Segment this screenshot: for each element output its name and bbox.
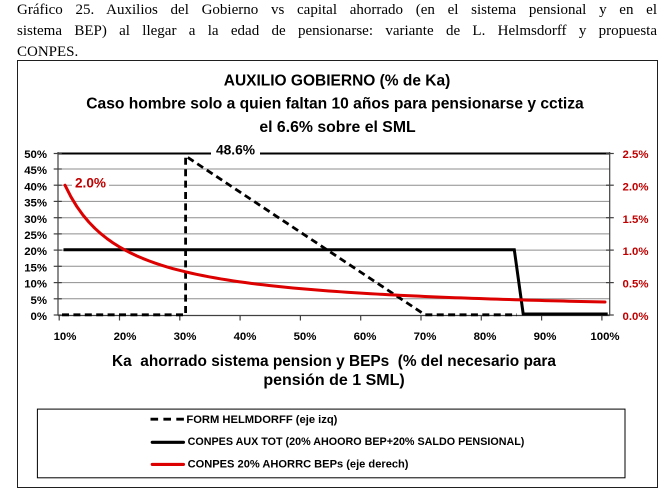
svg-text:10%: 10%	[54, 331, 77, 343]
svg-text:20%: 20%	[114, 331, 137, 343]
svg-text:5%: 5%	[31, 295, 47, 307]
svg-text:2.0%: 2.0%	[75, 176, 106, 191]
svg-text:2.5%: 2.5%	[623, 149, 649, 161]
svg-text:15%: 15%	[24, 262, 47, 274]
svg-text:FORM HELMDORFF (eje izq): FORM HELMDORFF (eje izq)	[186, 414, 337, 426]
svg-text:70%: 70%	[414, 331, 437, 343]
svg-text:40%: 40%	[234, 331, 257, 343]
svg-text:30%: 30%	[24, 214, 47, 226]
svg-text:1.0%: 1.0%	[623, 246, 649, 258]
svg-text:el 6.6% sobre el SML: el 6.6% sobre el SML	[259, 119, 416, 136]
svg-text:25%: 25%	[24, 230, 47, 242]
svg-text:30%: 30%	[174, 331, 197, 343]
svg-text:0.5%: 0.5%	[623, 279, 649, 291]
svg-text:40%: 40%	[24, 181, 47, 193]
svg-text:50%: 50%	[294, 331, 317, 343]
svg-text:0.0%: 0.0%	[623, 311, 649, 323]
svg-text:100%: 100%	[590, 331, 619, 343]
svg-text:AUXILIO GOBIERNO (% de Ka): AUXILIO GOBIERNO (% de Ka)	[224, 72, 451, 89]
svg-text:48.6%: 48.6%	[216, 143, 255, 158]
svg-text:60%: 60%	[354, 331, 377, 343]
svg-text:1.5%: 1.5%	[623, 214, 649, 226]
svg-text:50%: 50%	[24, 149, 47, 161]
svg-text:80%: 80%	[474, 331, 497, 343]
svg-text:CONPES 20% AHORRC BEPs (eje de: CONPES 20% AHORRC BEPs (eje derech)	[188, 458, 409, 470]
svg-text:2.0%: 2.0%	[623, 181, 649, 193]
svg-text:20%: 20%	[24, 246, 47, 258]
svg-text:90%: 90%	[534, 331, 557, 343]
svg-text:Caso hombre solo a quien falta: Caso hombre solo a quien faltan 10 años …	[86, 95, 584, 112]
svg-text:CONPES AUX TOT (20% AHOORO BEP: CONPES AUX TOT (20% AHOORO BEP+20% SALDO…	[188, 436, 525, 448]
svg-text:pensión de 1 SML): pensión de 1 SML)	[263, 372, 404, 389]
svg-text:Ka ahorrado sistema pension y: Ka ahorrado sistema pension y BEPs (% de…	[112, 353, 556, 370]
svg-text:45%: 45%	[24, 165, 47, 177]
svg-text:35%: 35%	[24, 198, 47, 210]
svg-text:0%: 0%	[31, 311, 47, 323]
svg-text:10%: 10%	[24, 279, 47, 291]
